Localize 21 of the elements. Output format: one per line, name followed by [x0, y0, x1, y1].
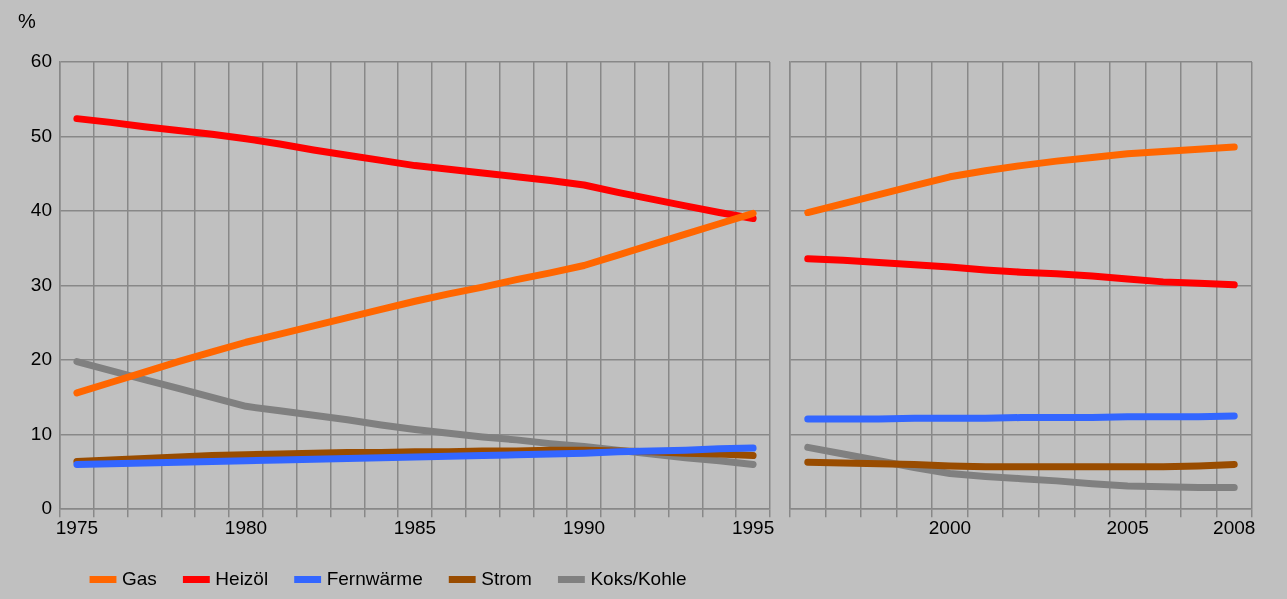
x-tick-label: 1980 — [224, 516, 268, 538]
legend-label: Heizöl — [215, 567, 269, 589]
y-tick-label: 30 — [30, 273, 52, 295]
legend-label: Gas — [122, 567, 157, 589]
y-tick-label: 10 — [30, 422, 52, 444]
y-tick-label: 20 — [30, 348, 52, 370]
x-tick-label: 2008 — [1213, 516, 1256, 538]
legend-label: Strom — [481, 567, 532, 589]
x-tick-label: 1975 — [55, 516, 99, 538]
x-tick-label: 1995 — [731, 516, 775, 538]
x-tick-label: 2005 — [1106, 516, 1149, 538]
y-tick-label: 0 — [41, 497, 52, 519]
x-tick-label: 1990 — [562, 516, 606, 538]
legend-label: Koks/Kohle — [590, 567, 687, 589]
y-tick-label: 50 — [30, 124, 52, 146]
x-tick-label: 2000 — [928, 516, 972, 538]
legend-label: Fernwärme — [326, 567, 423, 589]
y-axis-title: % — [18, 9, 37, 32]
x-tick-label: 1985 — [393, 516, 437, 538]
y-tick-label: 40 — [30, 199, 52, 221]
y-tick-label: 60 — [30, 50, 52, 72]
